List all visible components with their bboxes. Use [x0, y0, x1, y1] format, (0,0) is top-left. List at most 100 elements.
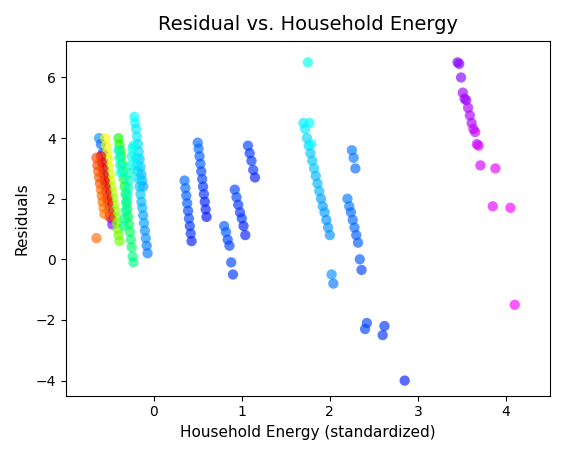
Point — [100, 210, 109, 217]
Point — [97, 186, 106, 193]
Point — [125, 228, 134, 236]
Point — [101, 174, 110, 181]
Point — [316, 195, 325, 202]
Point — [322, 216, 331, 223]
Point — [230, 186, 239, 193]
Point — [223, 236, 232, 243]
Point — [138, 204, 147, 212]
Point — [132, 162, 141, 169]
Point — [98, 198, 107, 205]
Point — [102, 189, 111, 196]
Point — [98, 165, 107, 172]
Point — [138, 177, 147, 184]
Point — [137, 198, 146, 205]
Point — [124, 213, 133, 221]
Point — [355, 256, 364, 263]
Point — [195, 152, 204, 160]
Point — [105, 213, 114, 221]
Point — [131, 119, 140, 126]
Point — [311, 172, 320, 180]
Point — [354, 239, 363, 246]
Point — [97, 141, 106, 148]
Point — [472, 141, 481, 148]
Point — [134, 148, 144, 155]
Point — [471, 128, 480, 136]
Point — [462, 96, 471, 104]
Point — [112, 219, 121, 227]
Point — [184, 207, 193, 214]
Point — [138, 183, 147, 190]
Point — [185, 222, 194, 230]
X-axis label: Household Energy (standardized): Household Energy (standardized) — [180, 425, 436, 440]
Point — [201, 206, 210, 213]
Point — [128, 253, 137, 260]
Point — [305, 119, 314, 126]
Point — [94, 135, 103, 142]
Point — [97, 152, 106, 160]
Point — [400, 377, 409, 384]
Point — [458, 89, 467, 96]
Point — [180, 177, 189, 184]
Point — [107, 215, 116, 222]
Point — [196, 160, 205, 167]
Point — [127, 162, 136, 169]
Point — [125, 169, 134, 177]
Point — [119, 175, 128, 182]
Point — [304, 142, 313, 149]
Point — [474, 142, 483, 149]
Point — [105, 171, 114, 178]
Point — [105, 207, 114, 214]
Point — [124, 184, 133, 192]
Point — [116, 147, 125, 154]
Point — [102, 195, 111, 202]
Point — [187, 238, 196, 245]
Point — [118, 160, 127, 167]
Point — [121, 191, 130, 198]
Point — [488, 202, 497, 210]
Title: Residual vs. Household Energy: Residual vs. Household Energy — [158, 15, 458, 34]
Point — [199, 191, 208, 198]
Point — [94, 174, 103, 181]
Point — [99, 171, 108, 178]
Point — [138, 212, 147, 219]
Point — [120, 183, 129, 190]
Point — [308, 157, 317, 164]
Point — [100, 177, 109, 184]
Point — [136, 191, 145, 198]
Point — [310, 165, 319, 172]
Point — [132, 126, 141, 133]
Point — [127, 152, 136, 160]
Point — [132, 133, 141, 140]
Point — [108, 189, 117, 196]
Point — [348, 216, 357, 223]
Point — [491, 165, 500, 172]
Point — [128, 145, 137, 152]
Point — [92, 154, 101, 162]
Point — [467, 119, 476, 126]
Point — [101, 183, 110, 190]
Point — [108, 221, 117, 228]
Point — [122, 200, 131, 207]
Point — [100, 166, 109, 173]
Point — [221, 228, 231, 236]
Point — [345, 202, 354, 210]
Point — [303, 59, 312, 66]
Point — [351, 165, 360, 172]
Point — [113, 225, 122, 233]
Point — [469, 126, 478, 133]
Point — [132, 154, 141, 162]
Point — [250, 174, 259, 181]
Point — [194, 145, 203, 152]
Point — [133, 141, 142, 148]
Point — [198, 183, 207, 190]
Point — [93, 162, 102, 169]
Point — [99, 159, 108, 166]
Point — [105, 163, 114, 171]
Point — [362, 319, 371, 327]
Point — [184, 215, 193, 222]
Point — [106, 210, 115, 217]
Point — [121, 207, 130, 214]
Point — [142, 242, 151, 249]
Point — [350, 224, 359, 231]
Point — [103, 156, 112, 163]
